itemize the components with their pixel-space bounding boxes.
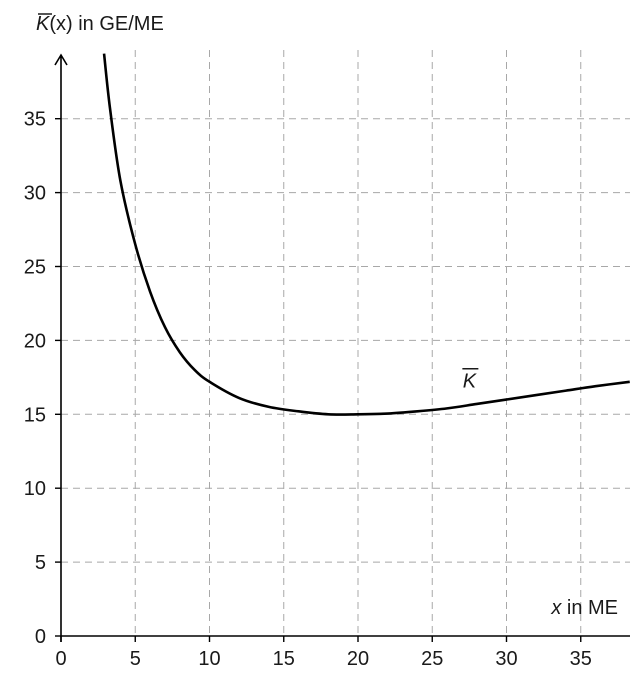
- x-tick-label-0: 0: [55, 648, 66, 670]
- y-tick-label-20: 20: [24, 330, 46, 352]
- curve-label: K: [463, 371, 478, 393]
- y-tick-label-30: 30: [24, 183, 46, 205]
- x-tick-label-35: 35: [570, 648, 592, 670]
- x-axis-label-text: in ME: [561, 597, 618, 619]
- axes: [54, 53, 630, 642]
- y-axis-label-symbol: K: [36, 13, 51, 35]
- y-tick-label-35: 35: [24, 109, 46, 131]
- x-tick-label-5: 5: [130, 648, 141, 670]
- annotations: K: [462, 367, 479, 393]
- x-tick-label-15: 15: [273, 648, 295, 670]
- x-tick-label-25: 25: [421, 648, 443, 670]
- y-tick-label-15: 15: [24, 404, 46, 426]
- series-line-0: [102, 53, 630, 416]
- ticks: 0 5 10 15 20 25 30 35 0 5 10 15 20 25 30 35: [24, 109, 592, 670]
- x-tick-label-10: 10: [198, 648, 220, 670]
- y-axis-label-text: (x) in GE/ME: [49, 13, 163, 35]
- grid: [61, 50, 630, 636]
- axis-labels: K(x) in GE/ME x in ME: [36, 13, 618, 619]
- y-tick-label-5: 5: [35, 552, 46, 574]
- y-tick-label-0: 0: [35, 626, 46, 648]
- x-axis-label-symbol: x: [550, 597, 562, 619]
- y-tick-label-25: 25: [24, 257, 46, 279]
- y-tick-label-10: 10: [24, 478, 46, 500]
- x-tick-label-20: 20: [347, 648, 369, 670]
- y-axis-label: K(x) in GE/ME: [36, 13, 164, 35]
- x-axis-label: x in ME: [550, 597, 618, 619]
- series: [102, 53, 630, 416]
- y-axis-with-arrow: [54, 53, 68, 642]
- x-tick-label-30: 30: [495, 648, 517, 670]
